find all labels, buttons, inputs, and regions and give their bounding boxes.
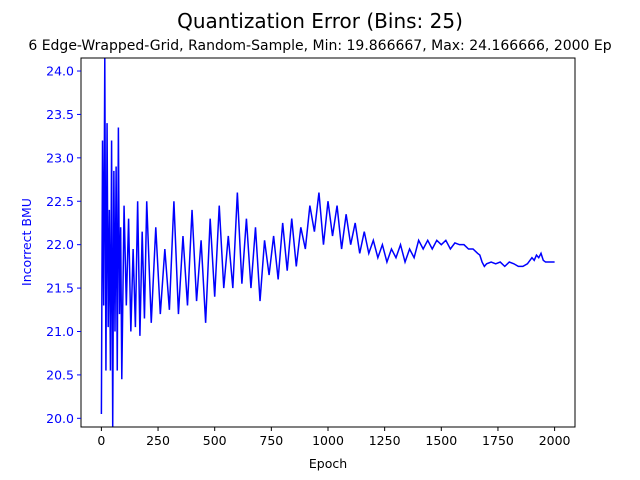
y-tick-label: 21.5 bbox=[46, 281, 74, 296]
y-tick-label: 20.0 bbox=[46, 411, 74, 426]
x-tick-label: 1500 bbox=[425, 433, 457, 448]
plot-area bbox=[100, 58, 555, 427]
x-tick-label: 1750 bbox=[482, 433, 514, 448]
y-tick-label: 20.5 bbox=[46, 367, 74, 382]
y-tick-label: 24.0 bbox=[46, 64, 74, 79]
x-tick-label: 2000 bbox=[539, 433, 571, 448]
y-tick-label: 22.0 bbox=[46, 237, 74, 252]
x-axis-label: Epoch bbox=[309, 456, 347, 471]
x-tick-label: 0 bbox=[97, 433, 105, 448]
y-axis-label: Incorrect BMU bbox=[19, 198, 34, 286]
y-tick-label: 21.0 bbox=[46, 324, 74, 339]
x-tick-label: 250 bbox=[146, 433, 170, 448]
x-tick-label: 1250 bbox=[369, 433, 401, 448]
x-tick-label: 750 bbox=[259, 433, 283, 448]
x-axis: 0 250 500 750 1000 1250 1500 1750 2000 bbox=[97, 427, 571, 448]
series-line bbox=[100, 58, 555, 427]
chart-subtitle: 6 Edge-Wrapped-Grid, Random-Sample, Min:… bbox=[28, 38, 611, 54]
y-tick-label: 23.5 bbox=[46, 107, 74, 122]
y-tick-label: 22.5 bbox=[46, 194, 74, 209]
x-tick-label: 1000 bbox=[312, 433, 344, 448]
y-tick-label: 23.0 bbox=[46, 150, 74, 165]
x-tick-label: 500 bbox=[203, 433, 227, 448]
y-axis: 20.0 20.5 21.0 21.5 22.0 22.5 23.0 23.5 24.0 bbox=[46, 64, 81, 426]
chart-title: Quantization Error (Bins: 25) bbox=[177, 9, 463, 33]
